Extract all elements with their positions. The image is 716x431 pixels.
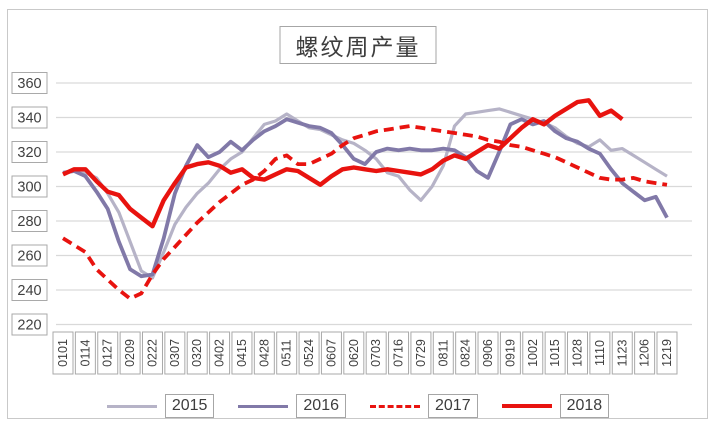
x-tick-box-0620	[343, 331, 365, 375]
y-tick-label-240: 240	[17, 283, 41, 299]
x-tick-label-0824: 0824	[459, 339, 473, 367]
x-tick-box-1015	[544, 331, 566, 375]
x-tick-box-0811	[432, 331, 454, 375]
x-tick-box-0906	[477, 331, 499, 375]
legend-label-2018: 2018	[559, 394, 610, 418]
series-line-2017	[62, 124, 668, 301]
x-tick-label-0511: 0511	[280, 340, 294, 367]
x-tick-label-0101: 0101	[56, 339, 70, 367]
x-tick-label-1206: 1206	[638, 339, 652, 367]
x-tick-label-0919: 0919	[503, 339, 517, 367]
y-tick-box-320	[11, 141, 48, 163]
x-tick-box-0824	[455, 331, 477, 375]
x-tick-box-0524	[298, 331, 320, 375]
y-tick-label-220: 220	[17, 318, 41, 334]
y-tick-label-360: 360	[17, 76, 41, 92]
x-tick-label-0320: 0320	[190, 339, 204, 367]
x-tick-box-0511	[276, 331, 298, 375]
x-tick-box-0222	[141, 331, 163, 375]
y-tick-box-260	[11, 244, 48, 267]
x-tick-label-0415: 0415	[235, 339, 249, 367]
x-tick-label-1123: 1123	[615, 340, 629, 367]
x-tick-box-0415	[231, 331, 253, 375]
y-tick-label-320: 320	[17, 145, 41, 161]
y-tick-label-300: 300	[17, 180, 41, 196]
y-tick-label-340: 340	[17, 111, 41, 127]
x-tick-box-0209	[119, 331, 141, 375]
x-tick-box-1123	[611, 331, 633, 375]
legend-label-2017: 2017	[428, 394, 478, 418]
x-tick-box-0716	[388, 331, 410, 375]
x-tick-box-0307	[164, 331, 186, 375]
legend-item-2015: 2015	[106, 394, 215, 418]
x-tick-label-1002: 1002	[526, 339, 540, 367]
legend: 2015 2016 2017 2018	[0, 394, 716, 418]
legend-swatch-2018	[501, 404, 552, 408]
x-tick-box-0919	[499, 331, 521, 375]
y-tick-box-220	[11, 313, 48, 336]
y-tick-label-280: 280	[17, 214, 41, 230]
y-tick-box-340	[11, 106, 48, 129]
x-tick-label-0716: 0716	[392, 339, 406, 367]
x-tick-box-0114	[74, 331, 96, 375]
x-tick-label-0524: 0524	[302, 339, 316, 367]
x-tick-box-0703	[365, 331, 387, 375]
legend-item-2017: 2017	[370, 394, 478, 418]
x-tick-label-0222: 0222	[145, 339, 159, 367]
y-tick-box-300	[11, 175, 48, 198]
x-tick-label-0607: 0607	[324, 339, 338, 367]
x-tick-label-0906: 0906	[481, 339, 495, 367]
x-tick-box-1219	[656, 331, 678, 375]
x-tick-label-0620: 0620	[347, 339, 361, 367]
x-tick-label-0307: 0307	[168, 339, 182, 367]
y-tick-box-240	[11, 279, 48, 301]
x-tick-box-0729	[410, 331, 432, 375]
y-tick-box-360	[11, 72, 48, 94]
x-tick-box-0402	[209, 331, 231, 375]
x-tick-box-1002	[522, 331, 544, 375]
x-tick-label-0402: 0402	[213, 339, 227, 367]
x-tick-label-1110: 1110	[593, 340, 607, 366]
series-line-2018	[62, 98, 624, 229]
x-tick-box-0320	[186, 331, 208, 375]
x-tick-label-0127: 0127	[101, 339, 115, 367]
x-tick-label-1015: 1015	[548, 339, 562, 367]
legend-item-2018: 2018	[501, 394, 610, 418]
x-tick-box-0607	[320, 331, 342, 375]
legend-label-2016: 2016	[296, 394, 346, 418]
y-tick-label-260: 260	[17, 249, 41, 265]
legend-swatch-2016	[238, 404, 289, 408]
x-tick-box-0101	[52, 331, 74, 375]
y-tick-box-280	[11, 210, 48, 232]
x-tick-box-1206	[634, 331, 656, 375]
x-tick-box-0428	[253, 331, 275, 375]
x-tick-label-0428: 0428	[257, 339, 271, 367]
x-tick-box-1110	[589, 331, 611, 375]
legend-label-2015: 2015	[164, 394, 215, 418]
series-line-2015	[62, 107, 668, 280]
x-tick-label-0114: 0114	[78, 340, 92, 367]
x-tick-box-1028	[567, 331, 589, 375]
x-tick-box-0127	[97, 331, 119, 375]
x-tick-label-1219: 1219	[660, 339, 674, 367]
x-tick-label-0729: 0729	[414, 339, 428, 367]
x-tick-label-0703: 0703	[369, 339, 383, 367]
legend-swatch-2017	[370, 404, 420, 408]
legend-item-2016: 2016	[238, 394, 346, 418]
x-tick-label-0811: 0811	[436, 340, 450, 367]
x-tick-label-0209: 0209	[123, 339, 137, 367]
series-line-2016	[62, 117, 669, 279]
chart-title: 螺纹周产量	[279, 26, 437, 64]
x-tick-label-1028: 1028	[571, 339, 585, 367]
legend-swatch-2015	[106, 404, 157, 408]
